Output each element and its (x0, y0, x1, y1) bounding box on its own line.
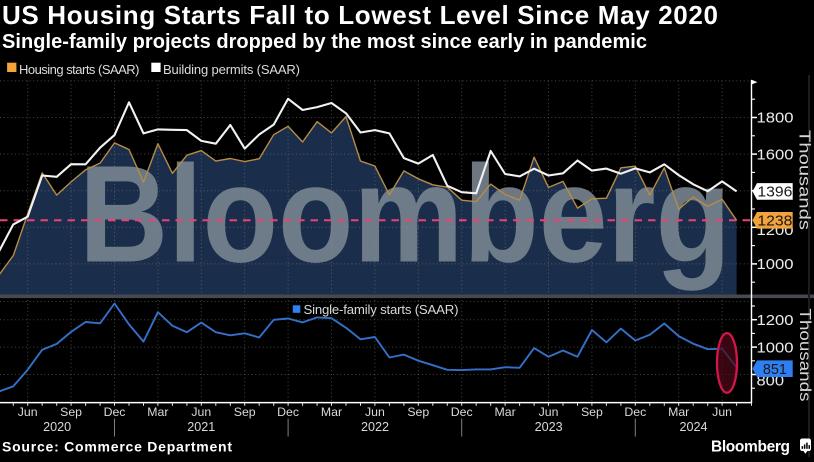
svg-text:Sep: Sep (234, 405, 256, 419)
svg-text:1238: 1238 (757, 213, 792, 229)
svg-text:2023: 2023 (535, 420, 563, 434)
svg-text:Jun: Jun (191, 405, 211, 419)
svg-text:Single-family starts (SAAR): Single-family starts (SAAR) (304, 302, 459, 317)
svg-text:Dec: Dec (277, 405, 299, 419)
svg-text:1200: 1200 (757, 312, 794, 329)
svg-text:Sep: Sep (60, 405, 82, 419)
svg-text:1600: 1600 (757, 146, 794, 163)
svg-text:2024: 2024 (679, 420, 707, 434)
svg-text:Sep: Sep (407, 405, 429, 419)
svg-text:Source: Commerce Department: Source: Commerce Department (2, 439, 232, 455)
svg-text:Thousands: Thousands (796, 309, 813, 402)
svg-text:1800: 1800 (757, 110, 794, 127)
svg-text:Bloomberg: Bloomberg (711, 439, 790, 456)
svg-text:Jun: Jun (539, 405, 559, 419)
svg-text:1396: 1396 (757, 185, 792, 201)
svg-text:Building permits (SAAR): Building permits (SAAR) (163, 62, 300, 77)
svg-text:Single-family projects dropped: Single-family projects dropped by the mo… (2, 31, 647, 53)
svg-text:851: 851 (763, 362, 787, 378)
svg-text:Mar: Mar (668, 405, 689, 419)
svg-text:Jun: Jun (712, 405, 732, 419)
svg-text:Jun: Jun (365, 405, 385, 419)
svg-text:Mar: Mar (147, 405, 168, 419)
svg-text:US Housing Starts Fall to Lowe: US Housing Starts Fall to Lowest Level S… (2, 0, 718, 30)
svg-text:Dec: Dec (104, 405, 126, 419)
svg-text:2021: 2021 (187, 420, 215, 434)
svg-text:Dec: Dec (451, 405, 473, 419)
svg-text:2020: 2020 (43, 420, 71, 434)
svg-text:Mar: Mar (495, 405, 516, 419)
svg-text:1000: 1000 (757, 256, 794, 273)
svg-text:Jun: Jun (18, 405, 38, 419)
svg-text:Housing starts (SAAR): Housing starts (SAAR) (19, 62, 140, 77)
svg-text:2022: 2022 (361, 420, 389, 434)
svg-text:Dec: Dec (624, 405, 646, 419)
svg-text:Mar: Mar (321, 405, 342, 419)
svg-text:Sep: Sep (581, 405, 603, 419)
svg-text:1000: 1000 (757, 339, 794, 356)
svg-text:Thousands: Thousands (796, 130, 813, 230)
svg-text:Bloomberg: Bloomberg (79, 138, 731, 292)
